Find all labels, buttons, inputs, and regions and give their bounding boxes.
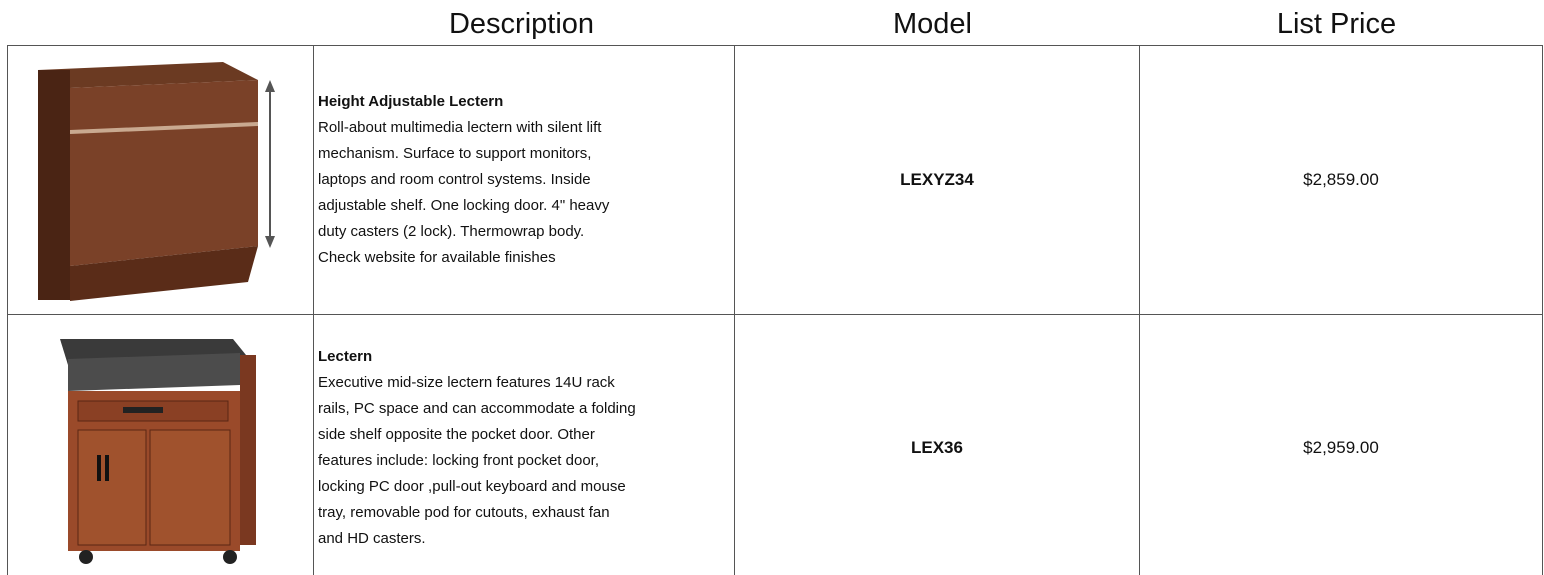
description-line: adjustable shelf. One locking door. 4" h… (318, 197, 610, 214)
image-cell (7, 45, 314, 315)
header-model: Model (893, 8, 972, 40)
description-line: side shelf opposite the pocket door. Oth… (318, 425, 595, 443)
product-image (60, 339, 256, 564)
product-row: Lectern Executive mid-size lectern featu… (7, 314, 1543, 575)
product-title: Height Adjustable Lectern (318, 93, 504, 110)
description-cell: Height Adjustable Lectern Roll-about mul… (313, 45, 735, 315)
price-cell: $2,959.00 (1139, 314, 1543, 575)
image-cell (7, 314, 314, 575)
product-title: Lectern (318, 347, 373, 365)
model-cell: LEXYZ34 (734, 45, 1140, 315)
price-cell: $2,859.00 (1139, 45, 1543, 315)
description-cell: Lectern Executive mid-size lectern featu… (313, 314, 735, 575)
description-line: rails, PC space and can accommodate a fo… (318, 399, 636, 417)
description-line: features include: locking front pocket d… (318, 451, 600, 469)
description-line: mechanism. Surface to support monitors, (318, 145, 592, 162)
header-price: List Price (1276, 8, 1397, 40)
product-image (38, 62, 275, 301)
description-line: duty casters (2 lock). Thermowrap body. (318, 223, 585, 240)
product-row: Height Adjustable Lectern Roll-about mul… (7, 45, 1543, 315)
description-line: Executive mid-size lectern features 14U … (318, 373, 615, 391)
description-line: Check website for available finishes (318, 249, 556, 266)
description-line: locking PC door ,pull-out keyboard and m… (318, 477, 626, 495)
description-line: Roll-about multimedia lectern with silen… (318, 119, 602, 136)
description-line: and HD casters. (318, 529, 426, 547)
description-line: tray, removable pod for cutouts, exhaust… (318, 503, 610, 521)
model-cell: LEX36 (734, 314, 1140, 575)
product-table: Height Adjustable Lectern Roll-about mul… (7, 45, 1543, 575)
header-description: Description (448, 8, 595, 40)
description-line: laptops and room control systems. Inside (318, 171, 591, 188)
